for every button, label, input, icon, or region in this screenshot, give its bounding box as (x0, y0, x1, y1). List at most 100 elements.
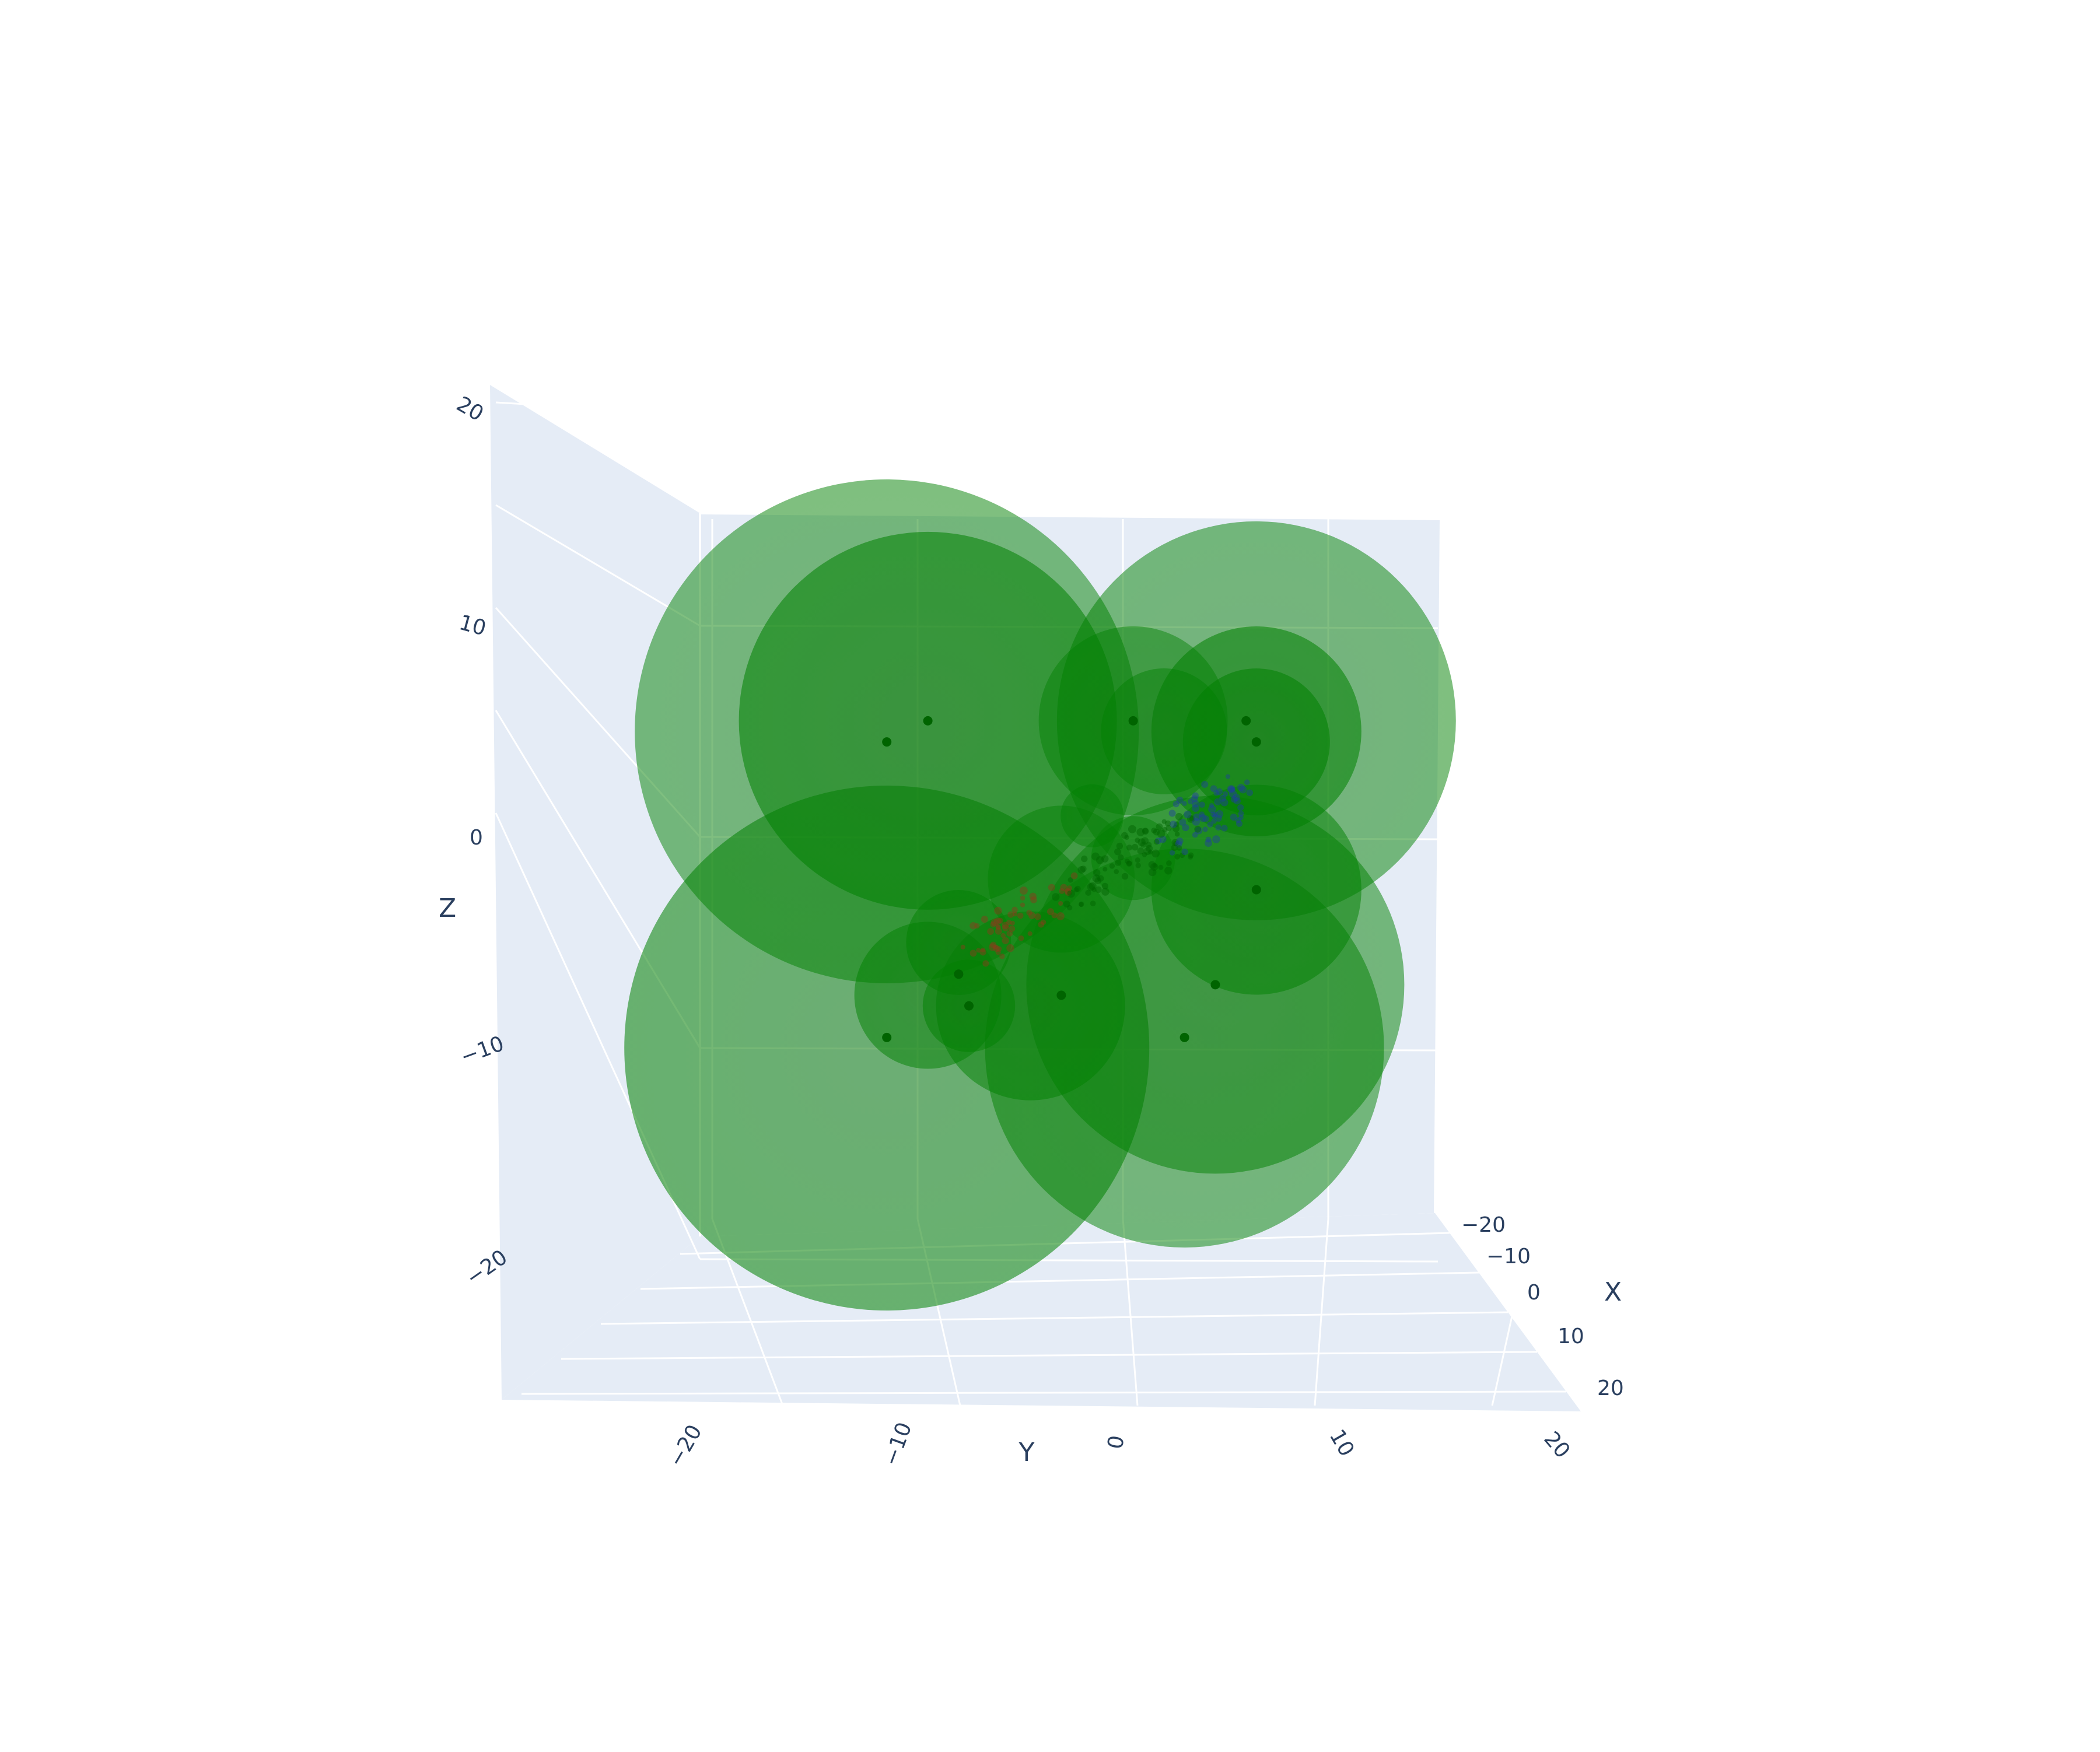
cluster-point (1087, 883, 1096, 891)
cluster-point (1171, 839, 1180, 847)
cluster-point (1038, 921, 1045, 928)
cluster-point (1230, 814, 1237, 821)
cluster-point (1228, 786, 1234, 793)
cluster-point (1152, 863, 1157, 868)
cluster-point (1046, 908, 1055, 916)
cluster-point (1017, 912, 1024, 919)
x-axis-ticks: −20 −10 0 10 20 (1461, 1213, 1624, 1400)
cluster-point (1135, 857, 1140, 863)
cluster-point (1018, 935, 1024, 941)
cluster-point (1152, 849, 1160, 858)
cluster-point (1052, 893, 1060, 901)
cluster-point (1158, 864, 1164, 870)
scene-3d (490, 385, 1581, 1411)
cluster-point (1148, 868, 1157, 877)
cluster-point (1192, 832, 1198, 838)
cluster-point (1093, 869, 1101, 877)
cluster-point (1126, 860, 1132, 867)
cluster-point (1128, 825, 1136, 833)
data-point (954, 969, 964, 979)
cluster-point (1097, 875, 1104, 882)
cluster-point (994, 906, 1002, 915)
data-point (1210, 980, 1220, 990)
sphere-marker (1101, 668, 1227, 794)
cluster-point (1136, 828, 1145, 836)
y-tick-label: 10 (1325, 1425, 1359, 1460)
cluster-point (1030, 896, 1037, 903)
cluster-point (1012, 906, 1018, 913)
cluster-point (1192, 818, 1200, 826)
cluster-point (990, 921, 996, 928)
cluster-point (1166, 860, 1172, 866)
cluster-point (1026, 909, 1032, 916)
y-tick-label: 0 (1103, 1434, 1129, 1451)
cluster-point (970, 949, 977, 957)
z-tick-label: 0 (470, 826, 483, 850)
cluster-point (1191, 804, 1199, 812)
cluster-point (976, 948, 981, 953)
cluster-point (1115, 859, 1122, 866)
cluster-point (1230, 796, 1238, 803)
gridline-floor-x (561, 1351, 1538, 1360)
cluster-point (1214, 798, 1222, 805)
cluster-point (979, 948, 986, 956)
cluster-point (1221, 825, 1228, 832)
cluster-point (1166, 825, 1172, 832)
y-tick-label: −10 (879, 1419, 917, 1469)
cluster-point (1211, 818, 1217, 824)
cluster-point (1182, 824, 1189, 832)
cluster-point (960, 944, 965, 949)
x-tick-label: 0 (1527, 1281, 1541, 1305)
cluster-point (974, 923, 980, 929)
cluster-point (1164, 820, 1171, 827)
cluster-point (1209, 803, 1214, 808)
cluster-point (991, 919, 999, 927)
cluster-point (1213, 812, 1218, 817)
cluster-point (1079, 901, 1084, 907)
cluster-point (1118, 854, 1124, 861)
cluster-point (1202, 815, 1209, 822)
points-layer (882, 716, 1261, 1042)
cluster-point (1116, 842, 1124, 850)
cluster-point (1063, 900, 1070, 908)
cluster-point (1148, 861, 1156, 869)
cluster-point (1189, 815, 1195, 821)
gridline-floor-y (1314, 1218, 1329, 1406)
cluster-point (1181, 848, 1188, 856)
cluster-point (1085, 889, 1091, 896)
cluster-point (1230, 786, 1236, 792)
cluster-point (1073, 887, 1079, 892)
cluster-point (1153, 839, 1160, 845)
cluster-point (1173, 840, 1178, 846)
cluster-point (1088, 882, 1097, 890)
cluster-point (1151, 827, 1157, 833)
data-point (1056, 990, 1066, 1000)
data-point (882, 737, 892, 747)
cluster-point (1121, 873, 1129, 880)
cluster-point (1238, 811, 1244, 817)
cluster-point (1159, 835, 1167, 843)
cluster-point (1188, 854, 1194, 860)
cluster-point (1188, 852, 1194, 859)
cluster-point (1164, 867, 1172, 875)
data-point (923, 716, 933, 726)
cluster-point (1034, 913, 1041, 920)
cluster-point (1142, 852, 1147, 857)
cluster-point (1215, 815, 1222, 822)
cluster-point (1101, 888, 1110, 896)
cluster-point (1237, 783, 1245, 791)
cluster-point (1101, 882, 1108, 889)
cluster-point (1067, 891, 1072, 896)
gridline-left-z (495, 401, 701, 416)
cluster-point (1065, 889, 1072, 896)
cluster-point (1215, 824, 1222, 831)
cluster-point (1142, 828, 1149, 835)
gridline-floor-y (1122, 1218, 1139, 1406)
cluster-point (1233, 797, 1241, 805)
cluster-point (995, 927, 1002, 935)
cluster-point (1225, 774, 1231, 779)
cluster-point (1193, 813, 1201, 821)
cluster-point (1091, 887, 1097, 892)
cluster-point (1006, 944, 1014, 952)
